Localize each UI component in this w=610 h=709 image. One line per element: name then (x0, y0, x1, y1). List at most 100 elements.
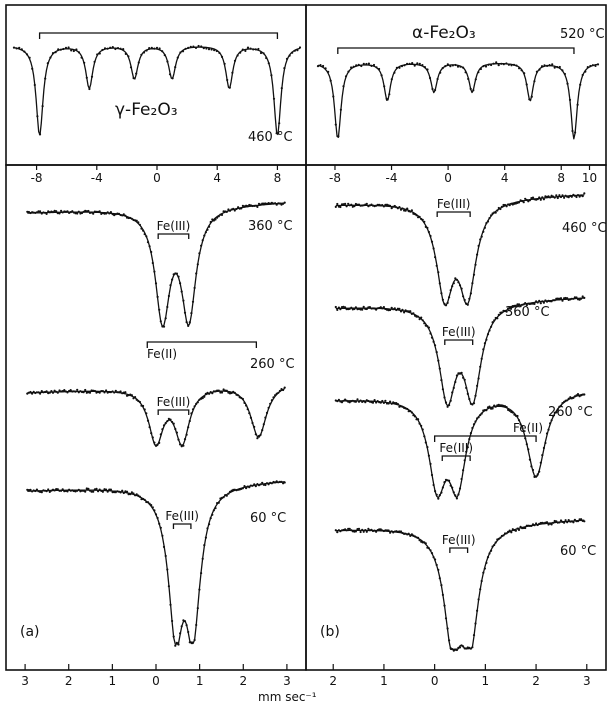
data-point-top-right (385, 97, 388, 100)
data-point-top-left (171, 77, 174, 80)
data-point-panel-b-3 (516, 527, 519, 530)
data-point-top-right (322, 64, 325, 68)
data-point-top-right (350, 66, 353, 69)
data-point-panel-a-2 (87, 487, 90, 490)
data-point-panel-b-3 (373, 529, 376, 532)
data-point-panel-b-0 (427, 230, 430, 234)
data-point-panel-b-3 (536, 523, 539, 527)
data-point-panel-a-1 (278, 389, 281, 393)
x-tick-label-panel-b: 1 (380, 674, 388, 688)
fe3-label-panel-a-2: Fe(III) (165, 509, 199, 523)
data-point-panel-b-3 (434, 558, 437, 561)
data-point-panel-b-0 (539, 198, 542, 201)
data-point-panel-b-1 (561, 299, 564, 302)
data-point-panel-b-2 (417, 418, 420, 421)
data-point-top-left (249, 47, 252, 50)
data-point-top-right (591, 64, 595, 67)
data-point-top-right (327, 70, 330, 73)
data-point-panel-a-1 (187, 426, 190, 429)
data-point-panel-a-1 (245, 404, 248, 407)
data-point-panel-a-1 (267, 406, 270, 409)
data-point-panel-b-0 (556, 196, 559, 200)
data-point-panel-a-1 (84, 388, 87, 392)
data-point-panel-a-0 (95, 210, 98, 213)
data-point-panel-a-2 (227, 492, 230, 495)
data-point-panel-a-0 (121, 214, 124, 217)
data-point-top-left (231, 71, 234, 74)
data-point-panel-a-2 (251, 484, 254, 487)
data-point-panel-b-2 (559, 404, 563, 407)
data-point-top-right (576, 103, 579, 106)
data-point-top-right (324, 67, 327, 70)
data-point-panel-a-0 (278, 202, 281, 205)
data-point-panel-b-0 (536, 198, 539, 201)
data-point-panel-b-0 (429, 234, 432, 238)
data-point-panel-b-1 (474, 394, 477, 397)
data-point-panel-a-1 (77, 391, 80, 394)
data-point-panel-b-2 (379, 401, 382, 404)
data-point-panel-b-2 (556, 408, 559, 411)
data-point-panel-b-1 (535, 300, 538, 303)
data-point-panel-b-3 (480, 579, 483, 583)
data-point-panel-a-2 (280, 480, 283, 483)
data-point-panel-a-0 (35, 211, 39, 214)
data-point-panel-b-0 (435, 264, 438, 267)
data-point-panel-a-1 (208, 392, 211, 395)
data-point-panel-a-1 (64, 390, 67, 393)
data-point-panel-b-2 (555, 411, 558, 414)
data-point-panel-a-2 (80, 489, 84, 492)
data-point-panel-a-1 (100, 390, 103, 393)
x-tick-label-panel-a: 0 (152, 674, 160, 688)
data-point-panel-a-1 (175, 431, 178, 434)
data-point-panel-a-2 (203, 544, 206, 547)
data-point-panel-a-2 (88, 489, 92, 492)
data-point-panel-b-0 (410, 209, 413, 212)
data-point-top-left (28, 56, 31, 59)
data-point-panel-a-2 (249, 484, 252, 487)
data-point-panel-a-1 (45, 390, 48, 393)
data-point-top-right (334, 123, 337, 126)
data-point-panel-a-1 (166, 420, 169, 423)
data-point-panel-b-1 (550, 300, 553, 303)
fe3-label-panel-b-1: Fe(III) (442, 325, 476, 339)
data-point-panel-b-1 (362, 305, 365, 308)
data-point-panel-a-1 (254, 433, 257, 436)
data-point-panel-a-0 (117, 212, 121, 215)
data-point-top-right (339, 108, 342, 111)
data-point-panel-a-0 (105, 212, 108, 215)
data-point-panel-a-1 (248, 412, 251, 415)
data-point-panel-a-0 (130, 217, 133, 220)
data-point-top-left (233, 59, 237, 62)
data-point-panel-b-0 (547, 195, 550, 198)
data-point-panel-a-0 (227, 208, 230, 211)
data-point-top-left (36, 115, 39, 118)
data-point-panel-b-1 (440, 379, 443, 382)
data-point-panel-a-1 (134, 396, 137, 399)
data-point-top-left (41, 105, 44, 108)
data-point-panel-a-2 (212, 509, 215, 512)
data-point-panel-b-3 (556, 521, 559, 524)
data-point-panel-b-1 (375, 308, 378, 311)
data-point-panel-b-2 (406, 407, 409, 411)
data-point-top-left (67, 46, 70, 49)
data-point-panel-a-1 (180, 445, 183, 448)
data-point-panel-b-2 (503, 405, 507, 408)
data-point-panel-b-1 (553, 299, 556, 302)
data-point-panel-b-1 (486, 333, 490, 336)
data-point-panel-b-1 (480, 357, 483, 360)
data-point-top-left (46, 62, 49, 65)
data-point-top-right (535, 70, 539, 73)
data-point-top-right (482, 65, 485, 68)
data-point-panel-a-0 (206, 228, 209, 231)
data-point-top-right (459, 65, 462, 68)
data-point-panel-a-1 (156, 443, 159, 446)
data-point-top-right (512, 63, 516, 66)
data-point-panel-a-0 (158, 308, 161, 311)
data-point-panel-b-2 (387, 402, 390, 405)
data-point-panel-b-3 (451, 648, 454, 651)
data-point-panel-a-0 (211, 218, 214, 221)
data-point-panel-b-2 (541, 454, 544, 457)
data-point-top-right (436, 77, 439, 81)
data-point-panel-a-1 (225, 389, 228, 392)
data-point-panel-a-0 (261, 202, 264, 205)
